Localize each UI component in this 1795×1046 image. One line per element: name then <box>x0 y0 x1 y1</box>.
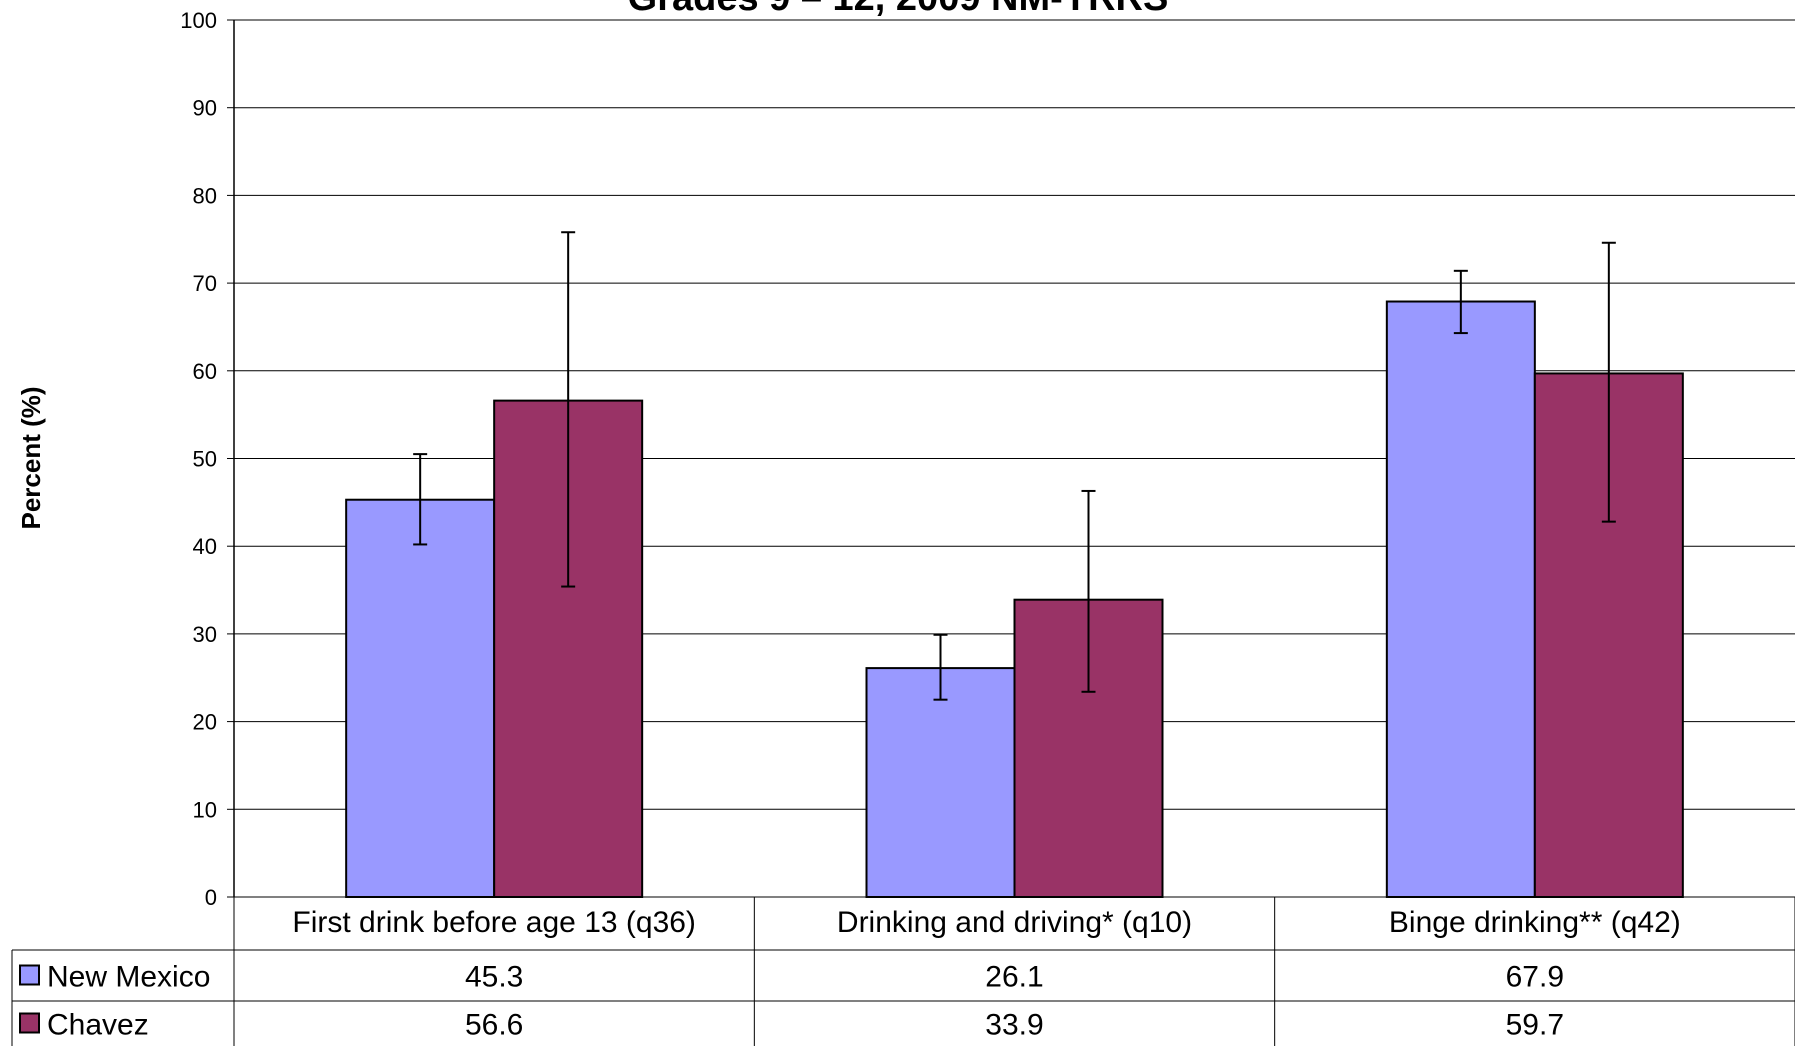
data-label: 45.3 <box>465 961 523 994</box>
x-category-label: Drinking and driving* (q10) <box>837 906 1192 939</box>
y-tick-label: 10 <box>193 797 217 822</box>
y-tick-label: 40 <box>193 534 217 559</box>
y-tick-label: 30 <box>193 622 217 647</box>
data-label: 56.6 <box>465 1009 523 1042</box>
bar-layer <box>345 300 1684 899</box>
legend-swatch <box>19 1012 40 1034</box>
y-tick-label: 80 <box>193 183 217 208</box>
bar-new-mexico <box>865 667 1016 899</box>
data-table: First drink before age 13 (q36) Drinking … <box>11 896 1795 1046</box>
y-tick-label: 0 <box>205 885 217 910</box>
y-tick-label: 70 <box>193 271 217 296</box>
y-tick-label: 90 <box>193 96 217 121</box>
error-bar-layer <box>413 231 1616 701</box>
bar-new-mexico <box>345 498 496 898</box>
x-category-label: First drink before age 13 (q36) <box>292 906 696 939</box>
data-label: 26.1 <box>985 961 1043 994</box>
legend-label: Chavez <box>47 1009 149 1042</box>
x-category-label: Binge drinking** (q42) <box>1389 906 1681 939</box>
data-label: 59.7 <box>1506 1009 1564 1042</box>
bar-new-mexico <box>1385 300 1536 898</box>
y-tick-label: 20 <box>193 710 217 735</box>
y-axis-label: Percent (%) <box>16 386 46 529</box>
y-tick-label: 60 <box>193 359 217 384</box>
legend-label: New Mexico <box>47 961 210 994</box>
legend-swatch <box>19 964 40 986</box>
y-tick-label: 50 <box>193 447 217 472</box>
y-tick-label: 100 <box>180 8 217 33</box>
axis-layer: 0 10 20 30 40 50 60 70 80 90 100 <box>180 8 235 910</box>
chart-title: Grades 9 – 12, 2009 NM-YRRS <box>628 0 1169 19</box>
data-label: 67.9 <box>1506 961 1564 994</box>
data-label: 33.9 <box>985 1009 1043 1042</box>
